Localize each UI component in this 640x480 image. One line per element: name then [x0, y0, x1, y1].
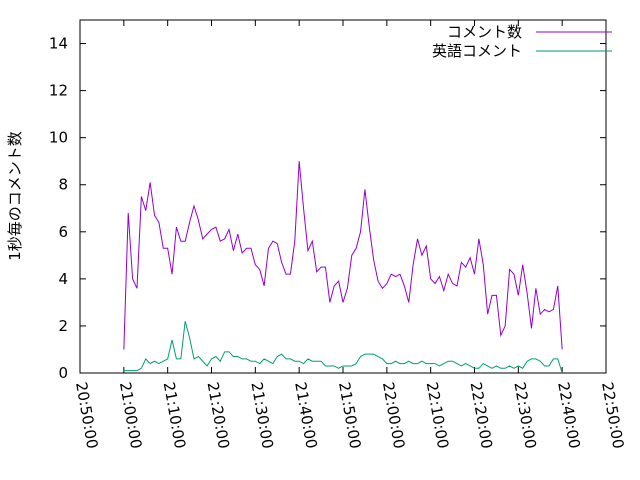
legend-label: コメント数 [447, 23, 522, 41]
x-tick-label: 22:00:00 [379, 381, 408, 450]
y-tick-label: 2 [58, 317, 68, 335]
y-tick-label: 10 [49, 129, 68, 147]
series-line [123, 321, 563, 374]
x-tick-label: 22:40:00 [554, 381, 583, 450]
x-tick-label: 22:20:00 [467, 381, 496, 450]
x-tick-label: 21:10:00 [160, 381, 189, 450]
y-tick-label: 8 [58, 176, 68, 194]
legend-label: 英語コメント [432, 42, 522, 60]
x-tick-label: 21:50:00 [335, 381, 364, 450]
plot-border [79, 19, 607, 374]
y-tick-label: 12 [49, 82, 68, 100]
x-tick-label: 22:30:00 [510, 381, 539, 450]
series-line [123, 161, 563, 350]
y-tick-label: 0 [58, 364, 68, 382]
y-axis-label: 1秒毎のコメント数 [6, 131, 24, 261]
x-tick-label: 21:20:00 [204, 381, 233, 450]
x-tick-label: 21:40:00 [291, 381, 320, 450]
x-tick-label: 20:50:00 [72, 381, 101, 450]
x-tick-label: 22:10:00 [423, 381, 452, 450]
y-tick-label: 4 [58, 270, 68, 288]
y-tick-label: 14 [49, 35, 68, 53]
x-tick-label: 21:30:00 [247, 381, 276, 450]
x-tick-label: 22:50:00 [598, 381, 627, 450]
x-tick-label: 21:00:00 [116, 381, 145, 450]
y-tick-label: 6 [58, 223, 68, 241]
